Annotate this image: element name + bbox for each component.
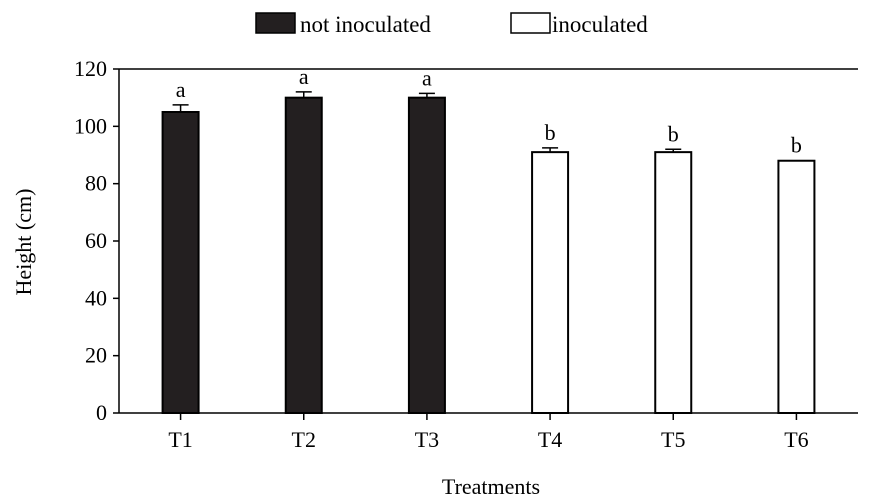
y-tick-label-120: 120 — [74, 56, 107, 81]
bar-t6 — [777, 159, 816, 414]
y-axis-title: Height (cm) — [11, 189, 36, 296]
y-tick-label-0: 0 — [96, 400, 107, 425]
y-tick-label-60: 60 — [85, 228, 107, 253]
legend-label-not-inoculated: not inoculated — [300, 12, 431, 37]
legend: not inoculated inoculated — [255, 12, 648, 37]
y-tick-label-20: 20 — [85, 343, 107, 368]
significance-label-t5: b — [668, 121, 679, 146]
bar-t2 — [284, 96, 323, 415]
y-tick-label-80: 80 — [85, 171, 107, 196]
x-tick-label-t4: T4 — [538, 427, 562, 452]
x-tick-label-t2: T2 — [292, 427, 316, 452]
significance-label-t1: a — [176, 77, 186, 102]
bar-t1 — [161, 111, 200, 414]
y-tick-label-100: 100 — [74, 113, 107, 138]
bar-t5 — [654, 151, 693, 414]
x-tick-label-t3: T3 — [415, 427, 439, 452]
significance-label-t3: a — [422, 65, 432, 90]
x-tick-label-t5: T5 — [661, 427, 685, 452]
x-axis-title: Treatments — [442, 474, 540, 499]
legend-swatch-not-inoculated — [255, 12, 296, 34]
significance-label-t4: b — [545, 120, 556, 145]
x-tick-label-t1: T1 — [168, 427, 192, 452]
plot-area: 0 20 40 60 80 100 120 a T1 a T2 a T3 b T4 b T5 b T6 — [74, 56, 816, 452]
bar-t4 — [531, 151, 570, 414]
significance-label-t6: b — [791, 133, 802, 158]
significance-label-t2: a — [299, 64, 309, 89]
bar-t3 — [407, 96, 446, 415]
y-tick-label-40: 40 — [85, 285, 107, 310]
legend-swatch-inoculated — [510, 12, 551, 34]
legend-label-inoculated: inoculated — [552, 12, 648, 37]
x-tick-label-t6: T6 — [784, 427, 808, 452]
